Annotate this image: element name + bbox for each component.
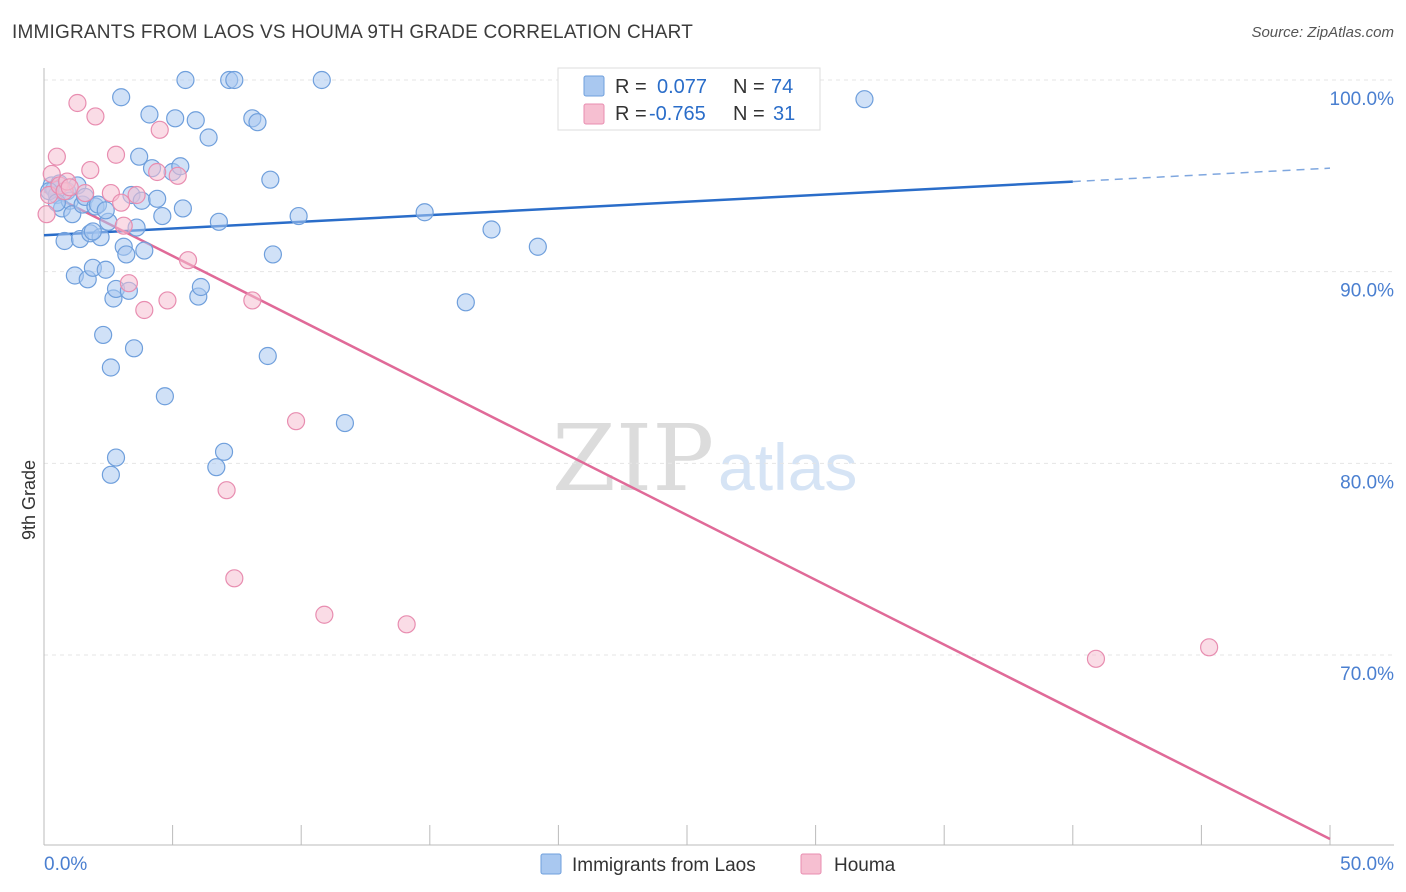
laos-point (124, 339, 144, 358)
x-tick-label-max: 50.0% (1340, 854, 1394, 875)
laos-point (155, 387, 174, 406)
laos-point (482, 220, 501, 239)
legend-n-label-houma: N = (733, 103, 765, 125)
laos-trend-extension (1072, 167, 1331, 183)
laos-point (101, 358, 120, 377)
series-legend-label-houma: Houma (834, 855, 896, 876)
houma-point (397, 615, 416, 634)
legend-n-value-laos: 74 (771, 76, 793, 98)
legend-r-label-houma: R = (615, 103, 647, 125)
laos-point (312, 70, 331, 90)
series-legend-label-laos: Immigrants from Laos (572, 855, 756, 876)
houma-point (47, 147, 66, 166)
houma-point (76, 183, 95, 203)
laos-point (135, 241, 154, 260)
laos-point (140, 105, 159, 124)
legend-swatch-houma (583, 103, 605, 125)
y-tick-label: 70.0% (1340, 664, 1394, 685)
legend-n-value-houma: 31 (773, 103, 795, 125)
laos-point (55, 231, 74, 251)
y-axis-label: 9th Grade (19, 460, 39, 540)
laos-point (248, 113, 267, 132)
laos-point (83, 222, 102, 241)
laos-point (94, 325, 113, 345)
houma-point (243, 291, 262, 310)
laos-point (258, 346, 277, 366)
series-legend: Immigrants from Laos Houma (540, 853, 896, 876)
y-tick-label: 90.0% (1340, 281, 1394, 302)
houma-point (135, 300, 154, 320)
laos-point (153, 206, 172, 226)
houma-point (86, 107, 105, 126)
laos-point (207, 458, 226, 477)
laos-point (173, 199, 192, 218)
laos-point (335, 413, 355, 433)
houma-point (127, 185, 146, 205)
chart-source: Source: ZipAtlas.com (1251, 24, 1394, 41)
houma-point (158, 291, 177, 310)
laos-point (415, 203, 434, 222)
legend-r-value-houma: -0.765 (649, 103, 706, 125)
laos-point (855, 90, 874, 109)
houma-point (60, 178, 79, 197)
houma-point (217, 481, 236, 500)
laos-point (176, 70, 195, 90)
laos-point (225, 70, 244, 90)
houma-point (168, 166, 187, 185)
laos-point (130, 147, 149, 166)
laos-point (289, 206, 308, 226)
houma-point (225, 569, 244, 588)
laos-point (191, 277, 210, 297)
watermark-atlas: atlas (718, 430, 857, 504)
laos-trend-line (43, 180, 1073, 237)
legend-swatch-laos (583, 75, 605, 97)
houma-trend-line (43, 190, 1331, 841)
laos-point (528, 237, 547, 256)
houma-point (114, 216, 133, 235)
laos-point (106, 448, 126, 467)
watermark-zip: ZIP (552, 405, 714, 512)
series-legend-swatch-houma (800, 853, 822, 875)
laos-point (186, 111, 205, 130)
laos-point (96, 201, 115, 220)
series-legend-swatch-laos (540, 853, 562, 875)
chart-title: IMMIGRANTS FROM LAOS VS HOUMA 9TH GRADE … (12, 22, 694, 43)
legend-n-label-laos: N = (733, 76, 765, 98)
laos-point (148, 189, 167, 208)
x-tick-label-min: 0.0% (44, 854, 87, 875)
houma-point (148, 162, 167, 182)
y-tick-label: 100.0% (1330, 89, 1395, 110)
laos-point (214, 442, 234, 461)
legend-r-value-laos: 0.077 (657, 76, 707, 98)
laos-point (261, 170, 280, 189)
houma-point (150, 120, 169, 139)
laos-point (117, 245, 136, 264)
laos-point (101, 465, 120, 484)
gridlines (44, 79, 1394, 656)
houma-point (119, 274, 138, 293)
houma-point (37, 205, 56, 224)
houma-point (1086, 649, 1106, 668)
laos-point (263, 245, 283, 264)
laos-point (166, 109, 185, 128)
laos-point (112, 88, 131, 107)
legend-r-label-laos: R = (615, 76, 647, 98)
laos-point (209, 212, 228, 231)
houma-point (1200, 638, 1219, 657)
laos-point (456, 293, 475, 312)
houma-point (81, 160, 100, 180)
y-tick-label: 80.0% (1340, 472, 1394, 493)
y-tick-labels: 70.0% 80.0% 90.0% 100.0% (1330, 89, 1395, 685)
houma-point (112, 193, 131, 212)
stats-legend: R = 0.077 N = 74 R = -0.765 N = 31 (557, 67, 821, 131)
data-points (37, 70, 1219, 668)
houma-point (286, 412, 306, 431)
houma-point (315, 605, 334, 624)
houma-point (106, 145, 126, 164)
laos-point (96, 260, 115, 279)
laos-point (199, 128, 218, 147)
houma-point (68, 93, 87, 113)
houma-point (178, 251, 198, 270)
